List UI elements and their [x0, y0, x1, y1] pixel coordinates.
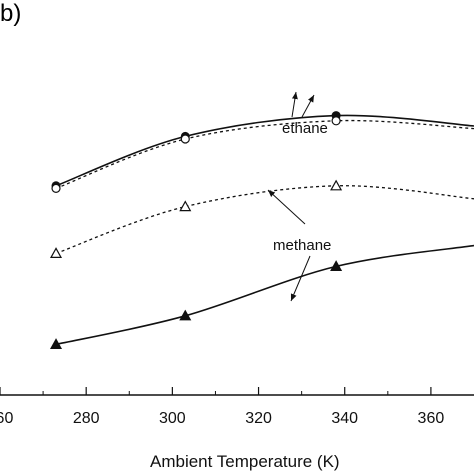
data-point-s2-3 — [331, 116, 341, 126]
series-layer — [55, 114, 474, 346]
x-axis: 260 280 300 320 340 360 — [0, 387, 474, 427]
series-line-1 — [55, 114, 474, 187]
x-tick-label-360: 360 — [418, 410, 445, 427]
x-axis-label: Ambient Temperature (K) — [150, 452, 340, 471]
x-tick-label-280: 280 — [73, 410, 100, 427]
x-tick-label-300: 300 — [159, 410, 186, 427]
series-line-3 — [55, 185, 474, 255]
data-point-s4-2 — [179, 309, 192, 321]
annotation-arrow-2 — [301, 94, 315, 118]
data-point-s3-1 — [49, 247, 63, 258]
data-point-s3-2 — [179, 200, 192, 212]
annotation-layer: ethane methane — [267, 91, 331, 302]
annotation-arrow-3 — [267, 189, 306, 225]
data-point-s2-1 — [51, 183, 61, 193]
series-line-4 — [55, 244, 474, 346]
annotation-arrow-4 — [290, 255, 311, 302]
annotation-ethane: ethane — [282, 120, 328, 137]
annotation-methane: methane — [273, 237, 331, 254]
x-tick-label-340: 340 — [331, 410, 358, 427]
x-tick-label-320: 320 — [245, 410, 272, 427]
annotation-arrow-1 — [291, 91, 298, 118]
series-line-2 — [55, 119, 474, 190]
data-point-s2-2 — [180, 134, 190, 144]
data-point-s3-3 — [330, 179, 343, 191]
data-point-s4-3 — [330, 260, 343, 271]
data-point-s4-1 — [49, 338, 63, 349]
x-tick-label-260: 260 — [0, 410, 13, 427]
panel-label: b) — [0, 0, 22, 27]
marker-layer — [49, 111, 343, 349]
